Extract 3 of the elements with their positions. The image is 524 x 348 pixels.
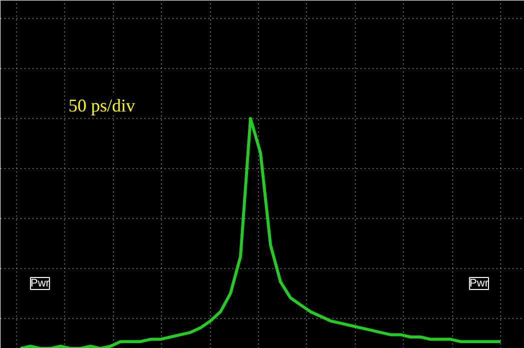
text: 50 ps/div (68, 96, 136, 116)
annotation: Pwr (30, 278, 50, 290)
annotation: Pwr (470, 278, 489, 290)
